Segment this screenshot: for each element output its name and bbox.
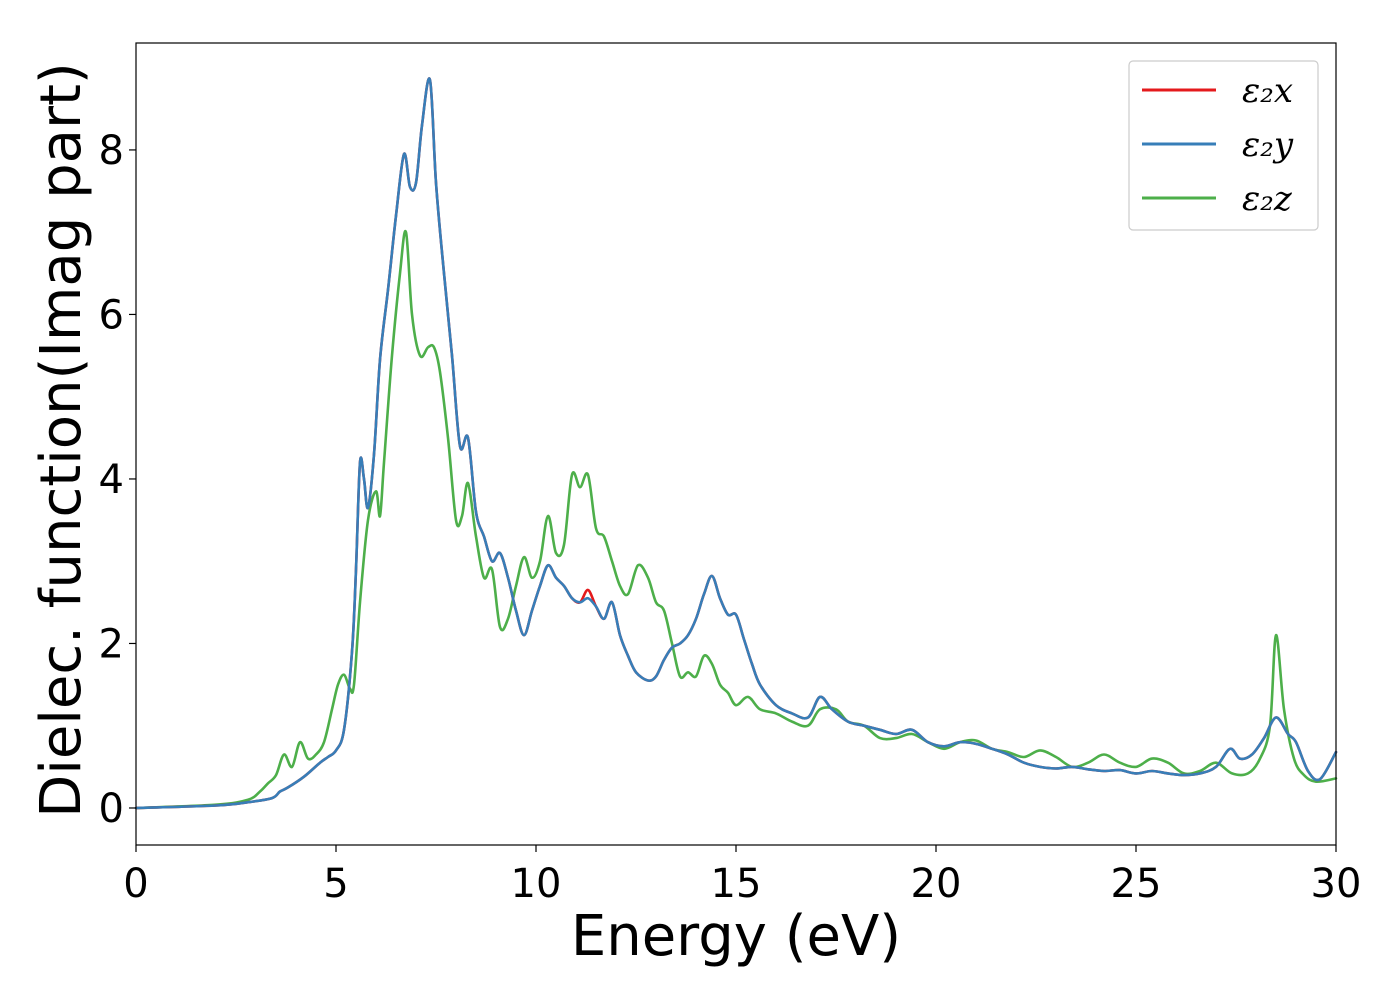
series-line-2 xyxy=(134,77,1338,810)
legend: ε₂x ε₂y ε₂z xyxy=(1128,60,1319,231)
x-tick-label: 20 xyxy=(911,861,962,907)
x-axis-label: Energy (eV) xyxy=(571,904,901,969)
series-line-3 xyxy=(134,229,1338,810)
x-tick-label: 25 xyxy=(1111,861,1162,907)
legend-label: ε₂y xyxy=(1242,125,1294,165)
x-axis-ticks: 0 5 10 15 20 25 30 xyxy=(123,845,1361,907)
y-tick-label: 0 xyxy=(99,786,124,832)
y-tick-label: 2 xyxy=(99,621,124,667)
y-tick-label: 6 xyxy=(99,292,124,338)
x-tick-label: 15 xyxy=(711,861,762,907)
x-tick-label: 0 xyxy=(123,861,148,907)
y-axis-label: Dielec. function(Imag part) xyxy=(29,62,94,818)
x-tick-label: 10 xyxy=(511,861,562,907)
legend-label: ε₂z xyxy=(1242,179,1293,219)
x-tick-label: 5 xyxy=(323,861,348,907)
plot-lines xyxy=(134,77,1338,810)
legend-box xyxy=(1128,60,1319,231)
legend-label: ε₂x xyxy=(1242,71,1293,111)
x-tick-label: 30 xyxy=(1311,861,1362,907)
y-axis-ticks: 0 2 4 6 8 xyxy=(99,128,136,832)
y-tick-label: 4 xyxy=(99,457,124,503)
y-tick-label: 8 xyxy=(99,128,124,174)
